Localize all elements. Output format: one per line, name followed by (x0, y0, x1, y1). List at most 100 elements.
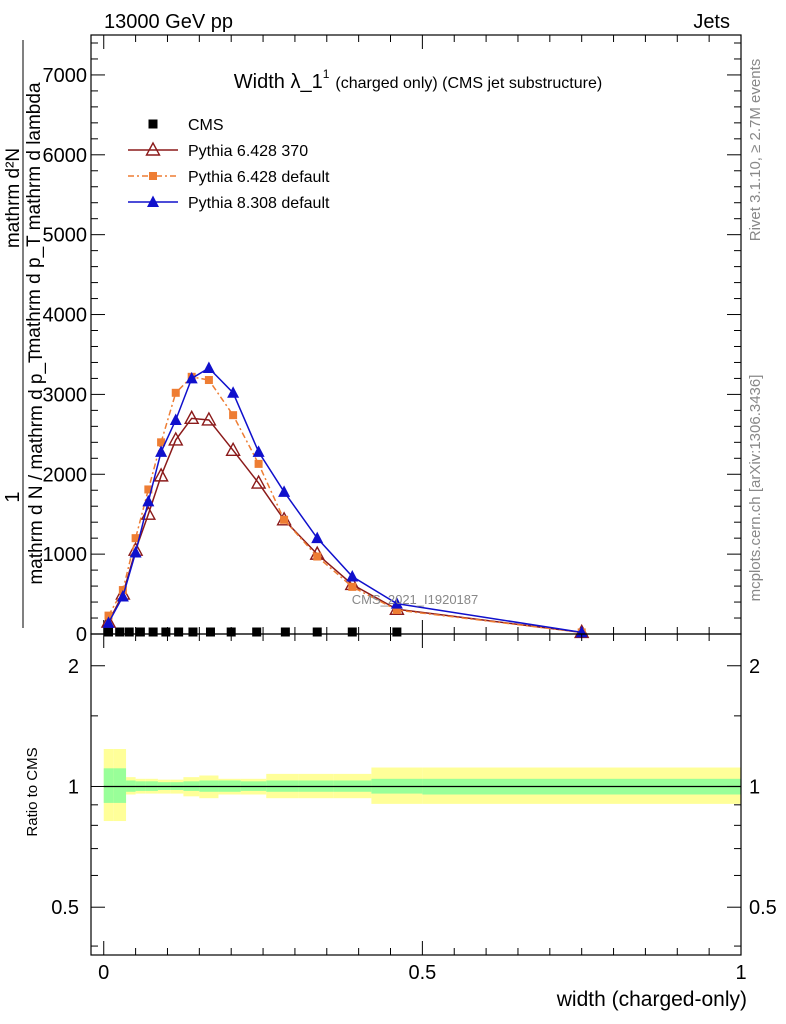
data-point (202, 361, 215, 374)
legend-item: CMS (148, 117, 224, 134)
main-series (100, 361, 590, 639)
ratio-bands (103, 749, 741, 822)
ratio-band-inner (113, 768, 127, 803)
watermark: CMS_2021_I1920187 (352, 592, 479, 607)
data-point (155, 445, 168, 457)
ylabel-num-lower: mathrm d p_T mathrm d lambda (24, 82, 45, 353)
series-line (107, 367, 582, 634)
data-point (135, 627, 145, 637)
main-ytick-label: 4000 (43, 305, 88, 327)
data-point (188, 627, 198, 637)
data-point (227, 386, 240, 398)
legend-label: CMS (188, 117, 224, 134)
data-point (102, 616, 115, 628)
data-point (169, 413, 182, 425)
main-ylabel: 1 mathrm d²N mathrm d p_T mathrm d lambd… (2, 40, 47, 628)
ratio-xtick-label: 0.5 (408, 962, 436, 984)
data-point (252, 627, 262, 637)
data-point (157, 438, 166, 447)
data-point (104, 627, 114, 637)
ratio-ylabel: Ratio to CMS (24, 747, 41, 836)
legend-label: Pythia 8.308 default (188, 195, 330, 212)
legend-marker (148, 119, 158, 129)
main-ytick-label: 5000 (43, 225, 88, 247)
series-2 (104, 372, 586, 637)
data-point (129, 546, 142, 558)
legend-marker (149, 172, 157, 180)
legend-label: Pythia 6.428 default (188, 169, 330, 186)
data-point (347, 627, 357, 637)
series-3 (102, 361, 588, 638)
header-right: Jets (693, 11, 730, 33)
data-point (254, 459, 263, 468)
ratio-ytick-label: 0.5 (51, 897, 79, 919)
data-point (229, 411, 238, 420)
data-point (278, 485, 291, 497)
data-point (252, 445, 265, 457)
ylabel-one: 1 (2, 491, 24, 502)
data-point (184, 409, 200, 425)
data-point (392, 606, 401, 615)
data-point (250, 474, 267, 489)
main-ytick-label: 3000 (43, 384, 88, 406)
header-left: 13000 GeV pp (104, 11, 233, 33)
data-point (131, 534, 140, 543)
main-ytick-label: 2000 (43, 464, 88, 486)
series-0 (104, 627, 402, 637)
series-line (107, 376, 582, 634)
ratio-plot-frame (90, 633, 742, 956)
data-point (104, 611, 113, 620)
data-point (168, 431, 184, 446)
data-point (174, 627, 184, 637)
legend-item: Pythia 6.428 default (128, 169, 330, 186)
data-point (116, 589, 129, 602)
ratio-ytick-label-right: 2 (749, 656, 760, 678)
mcplots-label: mcplots.cern.ch [arXiv:1306.3436] (747, 375, 764, 602)
x-axis-label: width (charged-only) (556, 988, 747, 1011)
main-axis-ticks: 0 1000 2000 3000 4000 5000 6000 7000 (43, 35, 742, 646)
main-plot: 0 1000 2000 3000 4000 5000 6000 7000 CMS_2021_I… (43, 34, 742, 646)
data-point (204, 376, 213, 385)
data-point (142, 494, 155, 507)
data-point (392, 627, 402, 637)
ratio-band-inner (103, 768, 114, 803)
ratio-xtick-label: 1 (735, 962, 746, 984)
data-point (153, 467, 169, 482)
data-point (185, 371, 198, 384)
ratio-ytick-label: 1 (68, 776, 79, 798)
legend-item: Pythia 8.308 default (128, 195, 330, 212)
data-point (115, 627, 125, 637)
legend-marker (147, 195, 159, 207)
data-point (280, 515, 289, 524)
data-point (124, 627, 134, 637)
main-title-sup: 1 (323, 67, 330, 81)
legend-item: Pythia 6.428 370 (128, 141, 308, 160)
ylabel-den: mathrm d N / mathrm d p_T (26, 351, 47, 585)
data-point (226, 627, 236, 637)
series-line (107, 417, 582, 634)
data-point (205, 627, 215, 637)
data-point (161, 627, 171, 637)
data-point (280, 627, 290, 637)
data-point (148, 627, 158, 637)
ratio-ytick-label-right: 0.5 (749, 897, 777, 919)
data-point (201, 411, 217, 426)
data-point (312, 627, 322, 637)
legend-marker (145, 141, 161, 156)
series-1 (100, 409, 590, 639)
data-point (171, 388, 180, 397)
data-point (225, 441, 241, 457)
main-ytick-label: 6000 (43, 145, 88, 167)
ratio-plot: 0.5 0.5 1 1 2 2 0 0.5 1 Ratio to CMS width (char… (24, 633, 777, 1011)
ratio-ytick-label: 2 (68, 656, 79, 678)
legend: CMS Pythia 6.428 370 Pythia 6.428 default P… (128, 117, 330, 212)
ratio-ytick-label-right: 1 (749, 776, 760, 798)
data-point (390, 597, 403, 609)
ratio-axis-ticks: 0.5 0.5 1 1 2 2 0 0.5 1 (51, 634, 777, 984)
main-ytick-label: 1000 (43, 544, 88, 566)
main-ytick-label: 0 (76, 624, 87, 646)
ratio-xtick-label: 0 (98, 962, 109, 984)
main-title-rest: (charged only) (CMS jet substructure) (335, 75, 602, 92)
main-title: Width λ_11 (charged only) (CMS jet substr… (234, 67, 602, 93)
